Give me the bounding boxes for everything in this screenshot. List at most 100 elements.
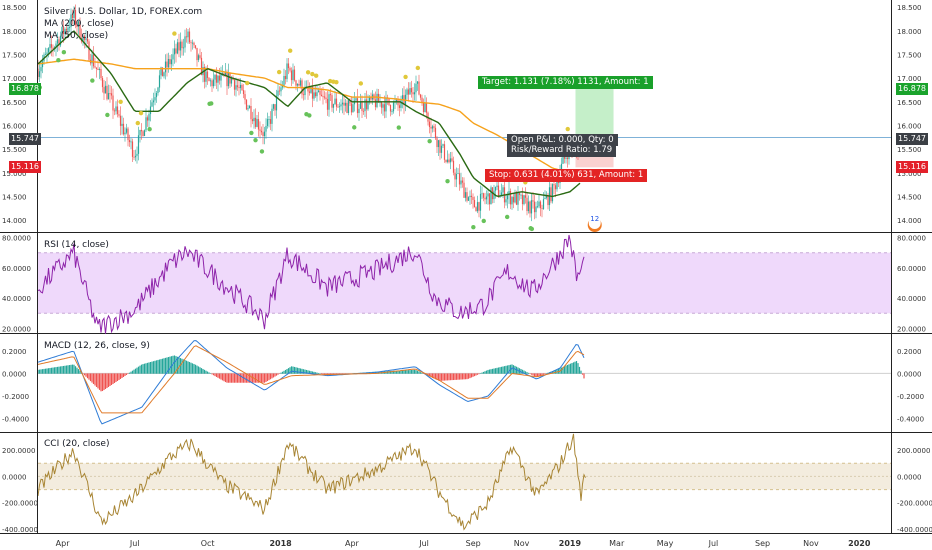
macd-histogram-bar — [119, 373, 122, 379]
macd-histogram-bar — [440, 373, 443, 381]
rr-label[interactable]: Risk/Reward Ratio: 1.79 — [507, 145, 617, 157]
candle-body — [385, 97, 387, 112]
macd-histogram-bar — [251, 373, 254, 383]
macd-histogram-bar — [94, 373, 96, 386]
candle-body — [434, 127, 437, 139]
candle-body — [296, 83, 299, 86]
candle-body — [236, 85, 239, 88]
candle-body — [127, 128, 129, 141]
candle-body — [533, 201, 536, 213]
macd-histogram-bar — [170, 356, 173, 374]
macd-histogram-bar — [274, 373, 276, 377]
macd-histogram-bar — [458, 373, 461, 380]
macd-histogram-bar — [304, 369, 306, 374]
rsi-y-tick-label: 20.0000 — [2, 325, 31, 333]
stop-price-label-left: 15.116 — [9, 161, 41, 173]
macd-histogram-bar — [536, 373, 539, 378]
candle-body — [481, 193, 483, 195]
candle-body — [527, 201, 530, 212]
candle-body — [313, 92, 315, 99]
candle-body — [281, 85, 284, 88]
macd-histogram-bar — [580, 370, 582, 374]
pnl-label[interactable]: Open P&L: 0.000, Qty: 0 — [507, 134, 618, 146]
price-y-tick-label: 16.000 — [2, 122, 27, 130]
candle-body — [337, 106, 339, 108]
macd-histogram-bar — [305, 369, 308, 374]
candle-body — [91, 54, 93, 64]
target-label[interactable]: Target: 1.131 (7.18%) 1131, Amount: 1 — [478, 76, 653, 89]
signal-dot — [304, 111, 309, 117]
macd-histogram-bar — [248, 373, 251, 383]
macd-histogram-bar — [409, 370, 411, 374]
macd-histogram-bar — [524, 371, 527, 374]
candle-body — [76, 24, 78, 27]
candle-body — [277, 90, 279, 96]
macd-histogram-bar — [542, 373, 545, 375]
macd-histogram-bar — [59, 366, 62, 374]
candle-body — [329, 94, 332, 96]
candle-body — [94, 66, 96, 68]
macd-histogram-bar — [418, 371, 420, 374]
macd-histogram-bar — [131, 370, 134, 374]
candle-body — [466, 192, 468, 201]
candle-body — [239, 84, 242, 89]
macd-histogram-bar — [104, 373, 107, 390]
candle-body — [224, 71, 227, 77]
candle-body — [146, 117, 149, 121]
macd-histogram-bar — [577, 363, 579, 374]
macd-histogram-bar — [475, 373, 477, 376]
candle-body — [487, 193, 489, 197]
candle-body — [460, 180, 462, 185]
macd-histogram-bar — [116, 373, 119, 381]
macd-histogram-bar — [137, 366, 140, 374]
candle-body — [289, 68, 291, 71]
entry-price-label-right: 15.747 — [896, 133, 928, 145]
candle-body — [475, 207, 477, 212]
candle-body — [523, 195, 525, 205]
x-tick-label: Jul — [129, 539, 140, 548]
price-y-tick-label: 14.000 — [897, 217, 922, 225]
candle-body — [415, 83, 417, 93]
macd-histogram-bar — [50, 367, 53, 374]
macd-histogram-bar — [299, 368, 302, 374]
macd-histogram-bar — [490, 369, 492, 374]
macd-histogram-bar — [49, 368, 51, 374]
candle-body — [164, 61, 167, 73]
macd-histogram-bar — [521, 369, 524, 374]
candle-body — [242, 90, 245, 95]
candle-body — [131, 141, 134, 157]
stop-label[interactable]: Stop: 0.631 (4.01%) 631, Amount: 1 — [485, 169, 648, 182]
macd-histogram-bar — [74, 366, 77, 374]
candle-body — [424, 102, 426, 113]
candle-body — [208, 77, 210, 81]
candle-body — [65, 28, 68, 31]
x-tick-label: 2018 — [269, 539, 292, 548]
signal-dot — [427, 138, 432, 144]
macd-histogram-bar — [250, 373, 252, 383]
macd-histogram-bar — [158, 359, 161, 374]
macd-histogram-bar — [434, 373, 437, 380]
candle-body — [214, 74, 216, 80]
macd-histogram-bar — [472, 373, 474, 377]
candle-body — [148, 114, 150, 121]
candle-body — [283, 75, 285, 86]
macd-histogram-bar — [296, 367, 299, 374]
candle-body — [383, 104, 386, 112]
macd-histogram-bar — [124, 373, 126, 376]
macd-y-tick-label: -0.4000 — [2, 415, 29, 423]
signal-dot — [481, 218, 486, 224]
macd-histogram-bar — [133, 369, 135, 374]
macd-histogram-bar — [493, 368, 495, 374]
earnings-event-icon-inner — [588, 217, 601, 229]
candle-body — [461, 180, 464, 183]
macd-histogram-bar — [115, 373, 117, 382]
macd-histogram-bar — [103, 373, 105, 391]
macd-histogram-bar — [404, 370, 407, 374]
macd-histogram-bar — [46, 368, 48, 374]
candle-body — [458, 173, 461, 185]
candle-body — [137, 135, 140, 154]
macd-histogram-bar — [58, 366, 60, 374]
candle-body — [55, 43, 57, 48]
macd-histogram-bar — [185, 360, 188, 374]
macd-histogram-bar — [269, 373, 272, 380]
